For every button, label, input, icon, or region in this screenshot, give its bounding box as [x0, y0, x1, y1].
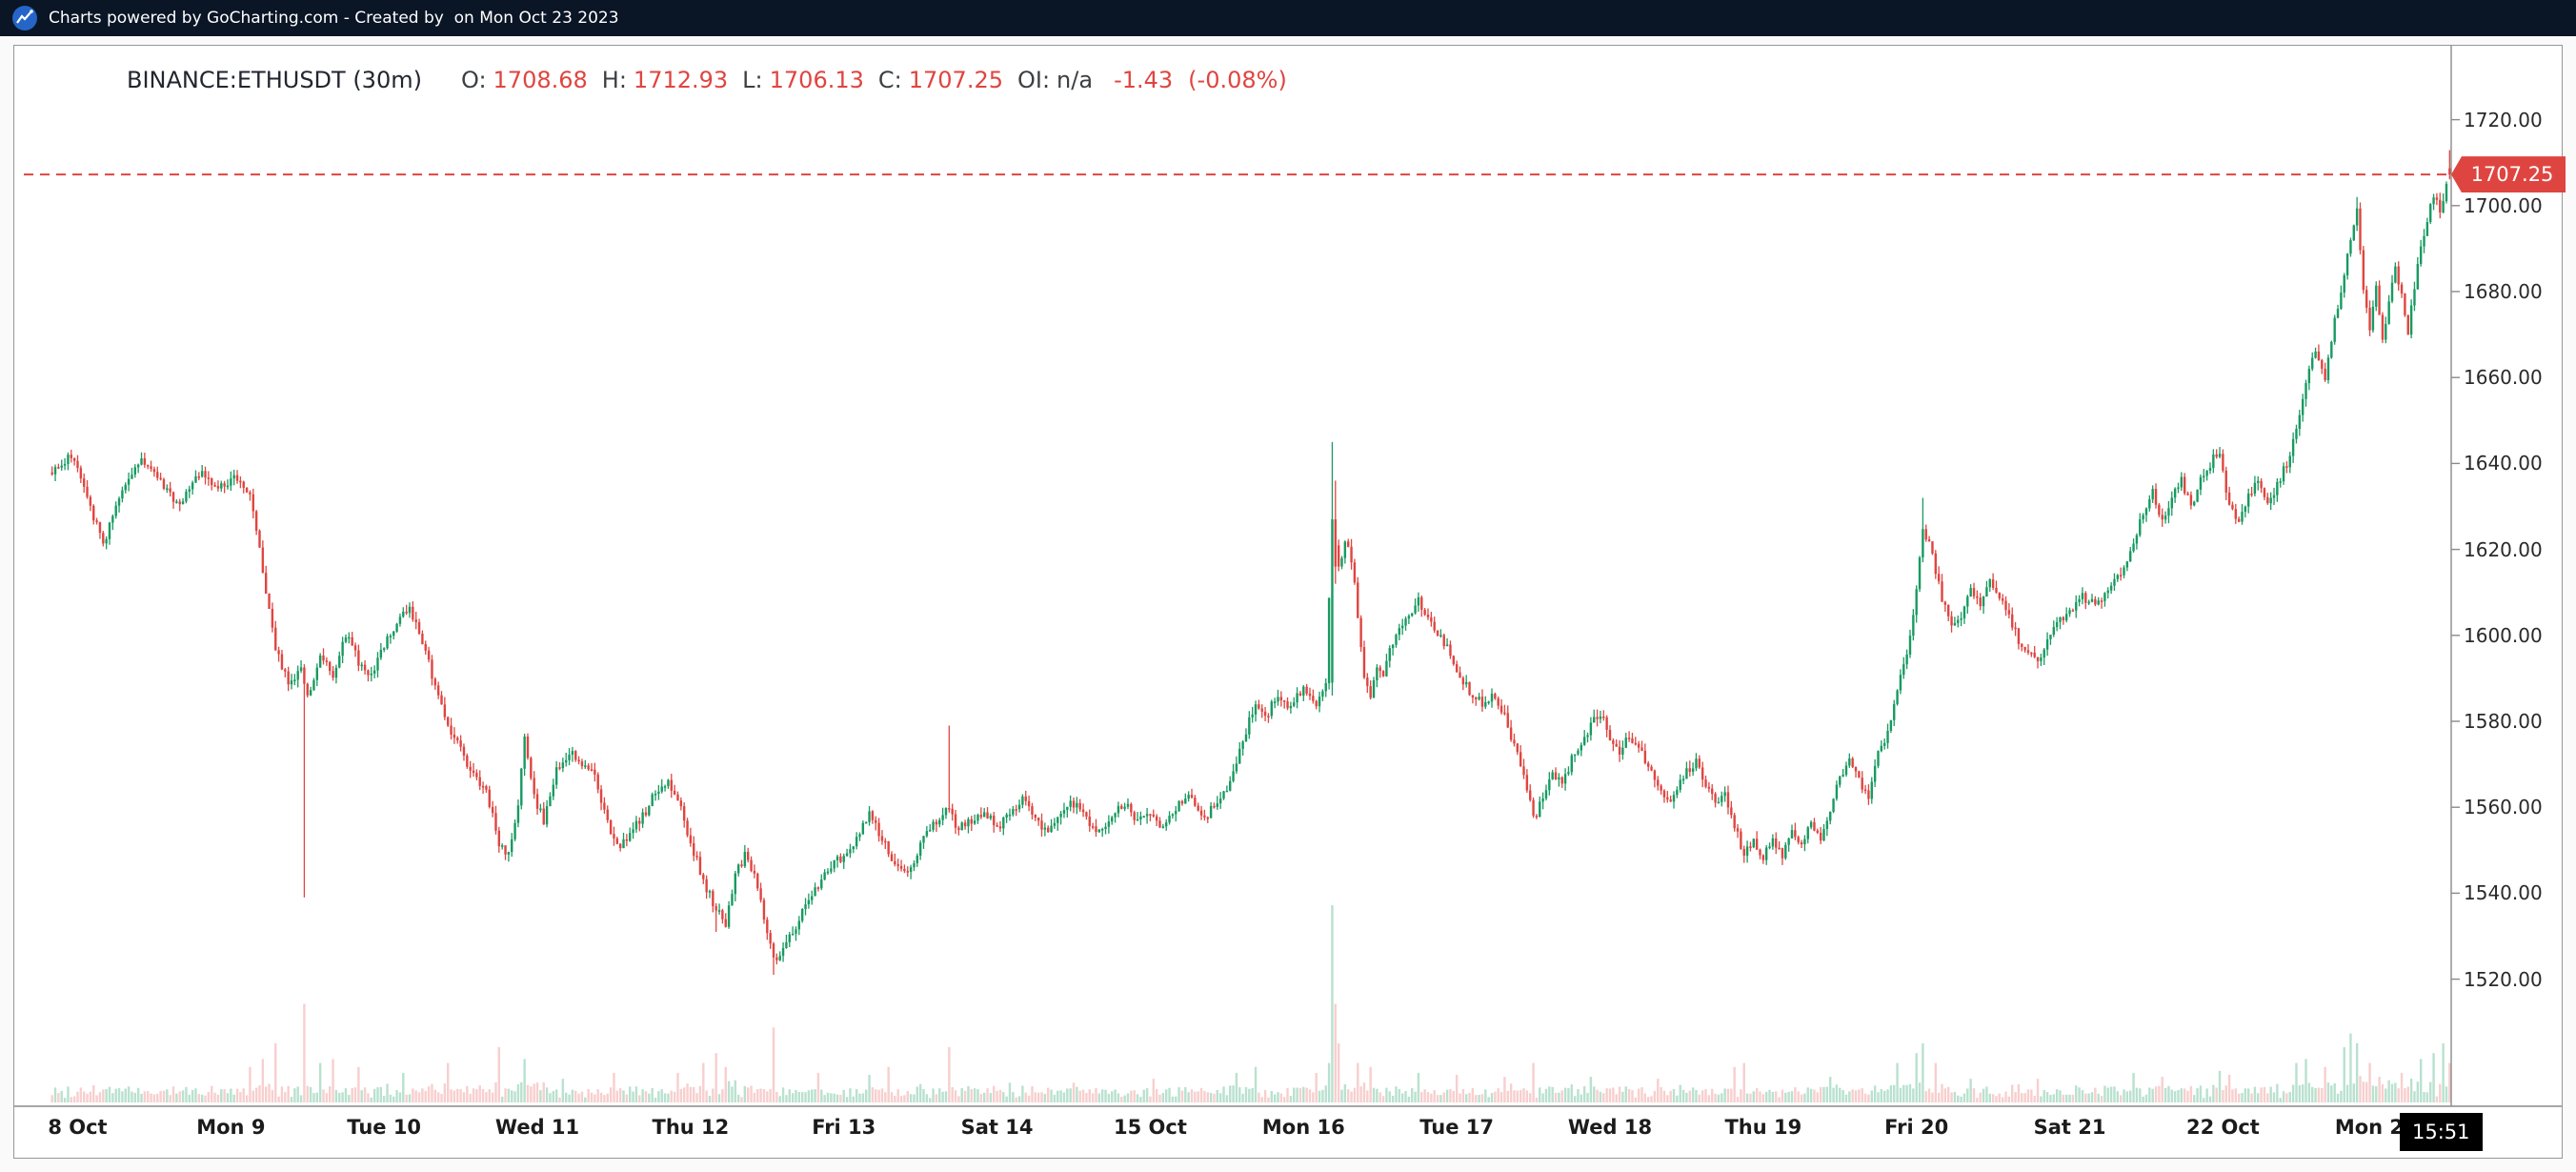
- gocharting-logo-icon: [12, 6, 37, 30]
- time-tick-label: Tue 10: [347, 1116, 422, 1139]
- price-tick-label: 1520.00: [2464, 967, 2543, 991]
- time-tick-label: Mon 16: [1261, 1116, 1345, 1139]
- time-tick-label: Mon 9: [196, 1116, 266, 1139]
- time-tick-label: Sat 21: [2033, 1116, 2106, 1139]
- oi-label: OI:: [1016, 67, 1051, 93]
- time-tick-label: 15 Oct: [1114, 1116, 1187, 1139]
- time-tick-label: Fri 20: [1884, 1116, 1949, 1139]
- time-tick-label: Fri 13: [812, 1116, 876, 1139]
- last-price-tag: 1707.25: [2451, 156, 2566, 193]
- change-percent: (-0.08%): [1188, 67, 1287, 93]
- current-time-badge: 15:51: [2400, 1113, 2483, 1151]
- price-tick-label: 1580.00: [2464, 710, 2543, 733]
- open-label: O:: [460, 67, 487, 93]
- close-value: 1707.25: [908, 67, 1003, 93]
- candlestick-plot[interactable]: [14, 46, 2562, 1158]
- open-value: 1708.68: [493, 67, 588, 93]
- high-label: H:: [601, 67, 627, 93]
- price-tick-label: 1620.00: [2464, 537, 2543, 561]
- time-tick-label: Wed 11: [494, 1116, 580, 1139]
- topbar: Charts powered by GoCharting.com - Creat…: [0, 0, 2576, 36]
- chart-panel: BINANCE:ETHUSDT (30m) O: 1708.68 H: 1712…: [13, 45, 2566, 1159]
- price-tick-label: 1720.00: [2464, 108, 2543, 131]
- chart-header: BINANCE:ETHUSDT (30m) O: 1708.68 H: 1712…: [127, 67, 1287, 93]
- time-tick-label: Wed 18: [1567, 1116, 1653, 1139]
- price-axis[interactable]: 1720.00 1700.00 1680.00 1660.00 1640.00 1620.…: [2451, 46, 2562, 1106]
- time-tick-label: 22 Oct: [2185, 1116, 2260, 1139]
- last-price-value: 1707.25: [2470, 163, 2554, 187]
- symbol-title: BINANCE:ETHUSDT (30m): [127, 67, 422, 93]
- time-axis[interactable]: 8 Oct Mon 9 Tue 10 Wed 11 Thu 12 Fri 13 Sat 14…: [14, 1106, 2562, 1158]
- topbar-credit-text: Charts powered by GoCharting.com - Creat…: [49, 9, 619, 28]
- oi-value: n/a: [1057, 67, 1094, 93]
- price-tick-label: 1560.00: [2464, 796, 2543, 819]
- time-tick-label: 8 Oct: [48, 1116, 108, 1139]
- price-tick-label: 1660.00: [2464, 366, 2543, 390]
- close-label: C:: [877, 67, 902, 93]
- low-label: L:: [742, 67, 763, 93]
- time-tick-label: Thu 19: [1724, 1116, 1802, 1139]
- price-tick-label: 1640.00: [2464, 452, 2543, 475]
- price-tick-label: 1540.00: [2464, 881, 2543, 905]
- change-value: -1.43: [1114, 67, 1174, 93]
- time-tick-label: Thu 12: [652, 1116, 730, 1139]
- time-tick-label: Sat 14: [960, 1116, 1034, 1139]
- price-tick-label: 1700.00: [2464, 193, 2543, 217]
- price-tick-label: 1600.00: [2464, 623, 2543, 647]
- time-tick-label: Tue 17: [1419, 1116, 1495, 1139]
- price-tick-label: 1680.00: [2464, 280, 2543, 303]
- high-value: 1712.93: [633, 67, 729, 93]
- low-value: 1706.13: [769, 67, 864, 93]
